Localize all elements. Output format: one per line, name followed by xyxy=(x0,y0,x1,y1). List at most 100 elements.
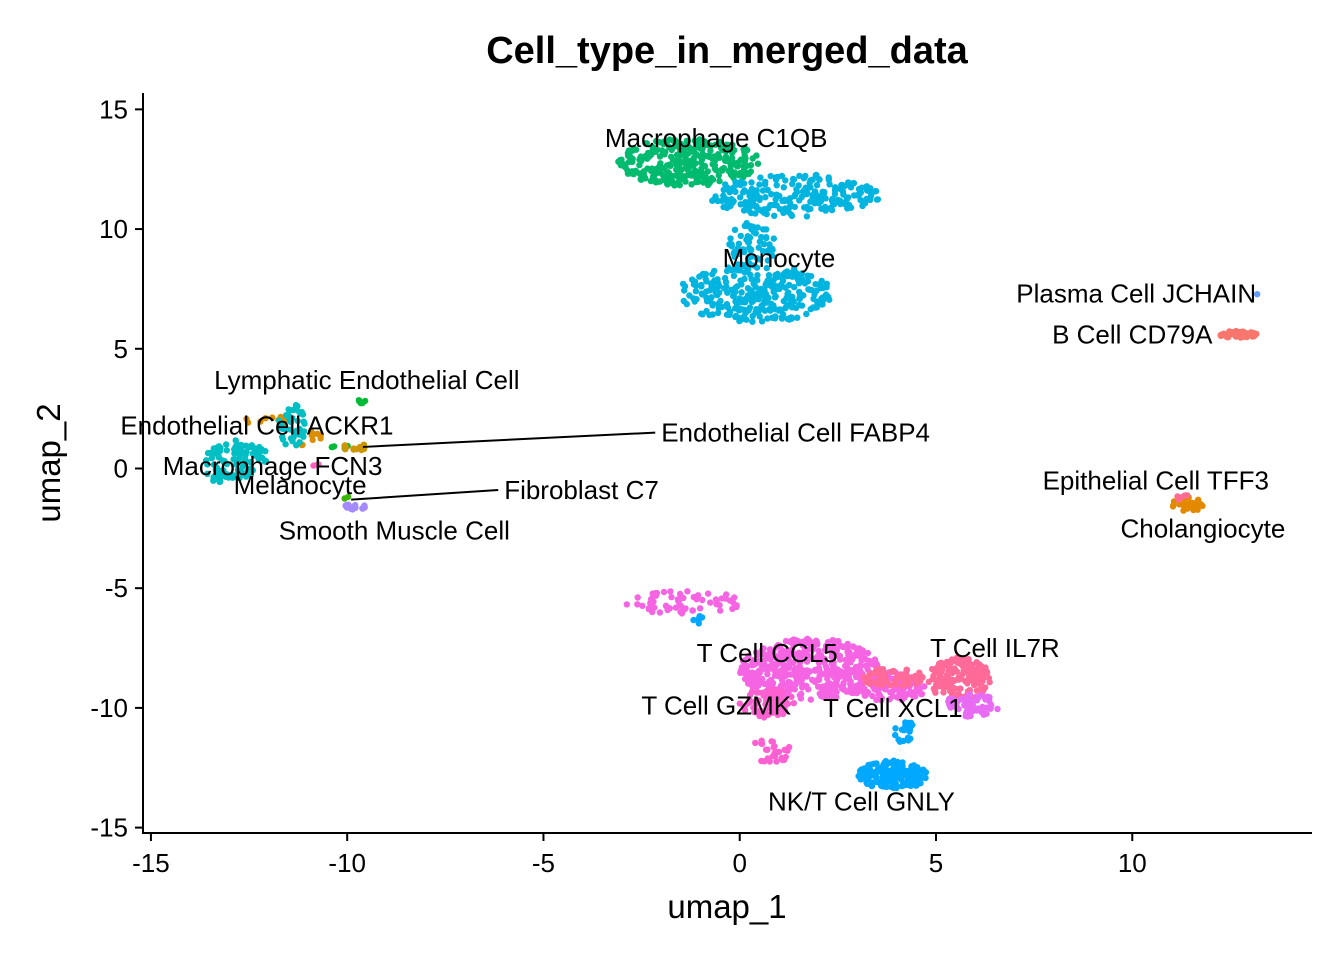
point-monocyte xyxy=(747,246,755,253)
point-monocyte xyxy=(804,278,812,285)
point-macrophage-c1qb xyxy=(677,140,685,148)
point-macrophage-fcn3 xyxy=(287,426,294,433)
x-tick-label: -10 xyxy=(328,848,366,878)
point-t-cell-xcl1 xyxy=(981,704,988,712)
point-monocyte xyxy=(806,179,813,187)
cluster-label-t-cell-ccl5: T Cell CCL5 xyxy=(697,638,838,668)
point-t-cell-ccl5 xyxy=(815,683,822,690)
point-nk-t-cell-gnly xyxy=(899,759,906,766)
point-macrophage-fcn3 xyxy=(279,436,287,443)
point-t-cell-xcl1 xyxy=(994,705,1001,713)
point-t-cell-ccl5 xyxy=(806,640,813,647)
point-endothelial-cell-fabp4 xyxy=(342,444,349,451)
point-t-cell-ccl5 xyxy=(861,692,869,699)
point-monocyte xyxy=(813,181,821,189)
point-t-cell-ccl5 xyxy=(842,656,849,664)
point-t-cell-ccl5 xyxy=(699,596,706,604)
point-t-cell-ccl5 xyxy=(811,638,818,646)
point-t-cell-gzmk xyxy=(780,696,788,703)
point-t-cell-gzmk xyxy=(758,757,765,765)
point-t-cell-ccl5 xyxy=(652,589,660,597)
cluster-label-macrophage-c1qb: Macrophage C1QB xyxy=(605,123,828,153)
point-t-cell-ccl5 xyxy=(815,659,823,666)
point-t-cell-il7r xyxy=(870,670,878,677)
point-t-cell-ccl5 xyxy=(790,659,797,666)
point-macrophage-fcn3 xyxy=(210,445,218,452)
point-monocyte xyxy=(811,188,819,195)
point-monocyte xyxy=(829,200,837,207)
point-macrophage-c1qb xyxy=(709,155,716,162)
x-axis-ticks: -15 -10 -5 0 5 10 xyxy=(132,833,1147,878)
point-macrophage-c1qb xyxy=(704,168,711,175)
cluster-label-t-cell-gzmk: T Cell GZMK xyxy=(641,691,791,721)
point-monocyte xyxy=(731,253,738,260)
point-t-cell-gzmk xyxy=(785,743,793,751)
point-monocyte xyxy=(763,234,770,242)
point-nk-t-cell-gnly xyxy=(891,767,898,774)
point-macrophage-c1qb xyxy=(676,169,684,177)
point-t-cell-gzmk xyxy=(765,694,772,702)
point-monocyte xyxy=(872,188,880,195)
point-t-cell-gzmk xyxy=(752,739,759,747)
point-macrophage-c1qb xyxy=(646,153,653,160)
point-macrophage-c1qb xyxy=(637,154,644,162)
point-macrophage-fcn3 xyxy=(255,455,262,463)
point-monocyte xyxy=(691,278,699,286)
point-t-cell-ccl5 xyxy=(807,696,814,703)
point-t-cell-ccl5 xyxy=(766,655,774,663)
point-monocyte xyxy=(750,280,757,287)
point-monocyte xyxy=(732,188,739,195)
point-t-cell-xcl1 xyxy=(964,703,971,711)
point-macrophage-fcn3 xyxy=(237,445,245,452)
point-t-cell-xcl1 xyxy=(973,707,980,714)
point-t-cell-ccl5 xyxy=(752,660,759,667)
point-monocyte xyxy=(772,293,779,300)
point-macrophage-c1qb xyxy=(706,179,713,186)
point-lymphatic-endothelial-cell xyxy=(330,443,338,450)
point-fibroblast-c7 xyxy=(341,495,348,502)
point-t-cell-ccl5 xyxy=(680,594,687,602)
point-t-cell-ccl5 xyxy=(668,593,675,601)
point-t-cell-il7r xyxy=(909,674,916,681)
point-macrophage-c1qb xyxy=(668,146,675,154)
point-t-cell-il7r xyxy=(967,666,974,673)
point-nk-t-cell-gnly xyxy=(694,616,702,623)
leader-line-fibroblast-c7 xyxy=(351,489,499,501)
leader-line-endothelial-cell-fabp4 xyxy=(362,431,656,448)
point-smooth-muscle-cell xyxy=(360,504,367,511)
point-monocyte xyxy=(715,304,722,312)
point-macrophage-fcn3 xyxy=(212,466,219,474)
point-monocyte xyxy=(714,279,722,287)
point-monocyte xyxy=(781,197,789,205)
point-t-cell-il7r xyxy=(963,657,971,664)
point-t-cell-ccl5 xyxy=(853,682,860,689)
point-monocyte xyxy=(772,271,779,279)
x-axis-title: umap_1 xyxy=(667,888,786,925)
cluster-label-b-cell-cd79a: B Cell CD79A xyxy=(1052,319,1213,349)
point-macrophage-fcn3 xyxy=(296,408,303,416)
point-monocyte xyxy=(815,200,822,207)
point-monocyte xyxy=(702,275,709,283)
point-monocyte xyxy=(788,304,796,311)
point-t-cell-ccl5 xyxy=(741,675,749,683)
point-t-cell-ccl5 xyxy=(898,694,905,701)
point-t-cell-xcl1 xyxy=(950,700,958,708)
point-monocyte xyxy=(755,244,762,251)
point-monocyte xyxy=(762,178,769,186)
point-macrophage-c1qb xyxy=(649,168,656,175)
point-t-cell-gzmk xyxy=(748,688,756,695)
point-t-cell-ccl5 xyxy=(667,588,674,595)
point-t-cell-il7r xyxy=(981,684,988,692)
point-monocyte xyxy=(709,283,717,290)
point-t-cell-gzmk xyxy=(736,700,743,707)
point-monocyte xyxy=(770,201,777,209)
point-monocyte xyxy=(786,195,794,202)
point-macrophage-c1qb xyxy=(715,172,722,179)
point-t-cell-ccl5 xyxy=(815,647,822,655)
point-macrophage-fcn3 xyxy=(287,419,295,426)
point-macrophage-fcn3 xyxy=(290,433,297,441)
point-b-cell-cd79a xyxy=(1232,333,1240,340)
point-t-cell-ccl5 xyxy=(869,692,876,700)
point-macrophage-fcn3 xyxy=(294,403,301,410)
point-t-cell-ccl5 xyxy=(833,688,840,696)
